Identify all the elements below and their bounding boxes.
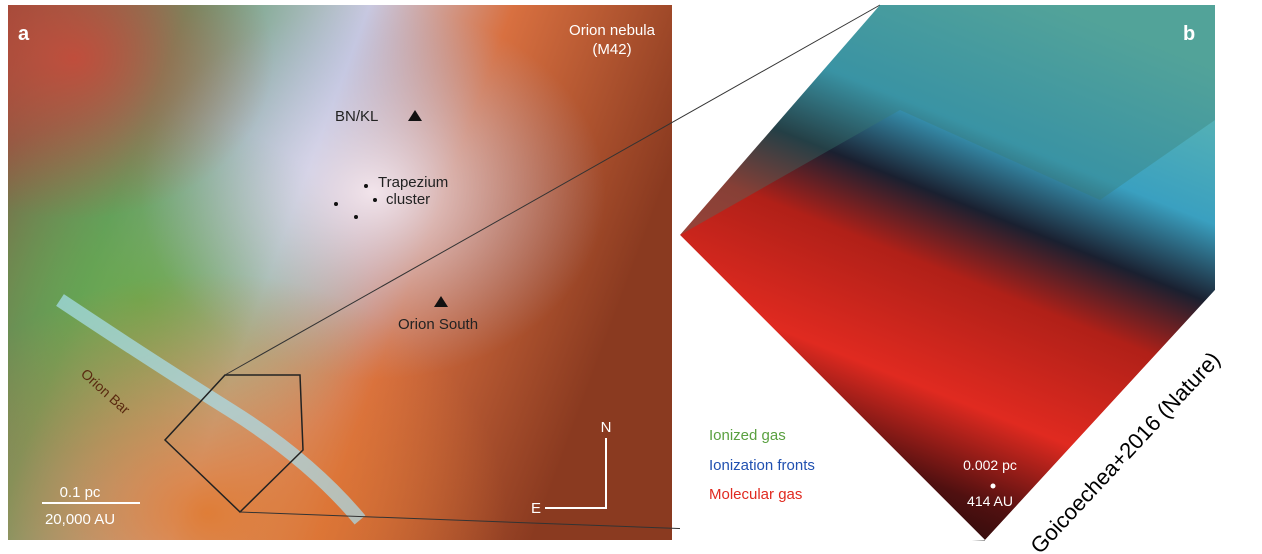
- zoom-line: [224, 4, 881, 376]
- compass: [545, 438, 607, 509]
- image-a-layer: [8, 5, 672, 540]
- marker: [408, 110, 422, 121]
- panel-b: b Ionized gas Ionization fronts Molecula…: [680, 5, 1215, 540]
- zoom-box: [163, 374, 304, 514]
- source-label: Orion South: [398, 316, 478, 333]
- image-b: [680, 5, 1215, 540]
- image-b-layer: [680, 5, 1215, 235]
- scale-label: 414 AU: [967, 493, 1013, 509]
- mask: [680, 235, 985, 540]
- object-label: Orion nebula: [569, 22, 656, 39]
- star: [354, 215, 358, 219]
- marker: [434, 296, 448, 307]
- source-label: cluster: [386, 191, 430, 208]
- object-label: (M42): [592, 41, 631, 58]
- star: [334, 202, 338, 206]
- scale-label: 20,000 AU: [45, 511, 115, 528]
- compass-label: N: [601, 419, 612, 436]
- panel-label: a: [18, 23, 30, 45]
- compass-label: E: [531, 500, 541, 517]
- bar-ridge: [56, 294, 366, 525]
- scale-dot: [990, 483, 996, 489]
- source-label: Trapezium: [378, 174, 448, 191]
- scale-label: 0.1 pc: [60, 484, 101, 501]
- panel-a: a Orion nebula (M42) BN/KL Trapezium clu…: [8, 5, 672, 540]
- legend-item: Molecular gas: [709, 486, 802, 503]
- star: [364, 184, 368, 188]
- panel-label: b: [1183, 23, 1195, 45]
- source-label: BN/KL: [335, 108, 378, 125]
- star: [373, 198, 377, 202]
- scale-label: 0.002 pc: [963, 457, 1017, 473]
- mask: [985, 290, 1215, 540]
- legend-item: Ionization fronts: [709, 457, 815, 474]
- legend-item: Ionized gas: [709, 427, 786, 444]
